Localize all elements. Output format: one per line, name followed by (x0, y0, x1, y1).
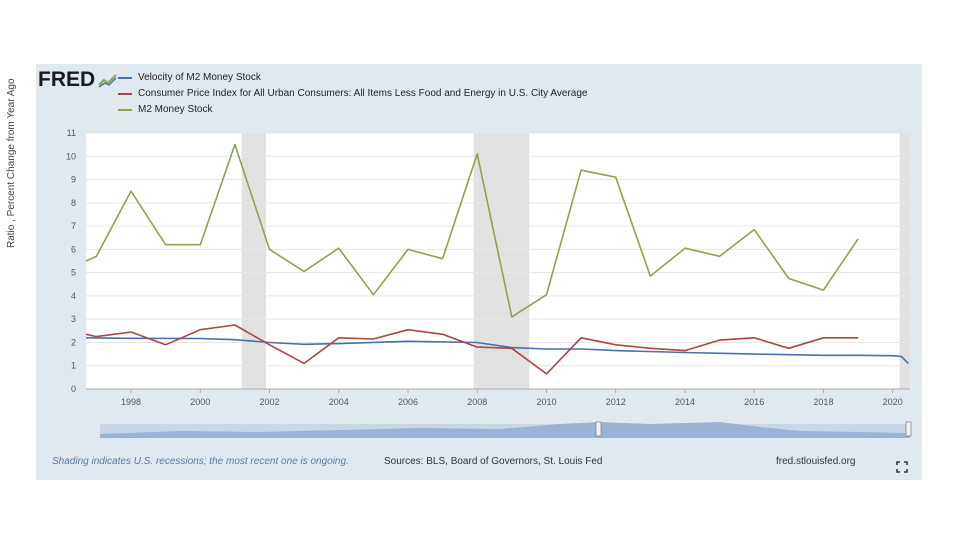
series-line-2[interactable] (85, 143, 859, 318)
recession-shading (86, 133, 910, 389)
x-tick-2004: 2004 (329, 397, 349, 407)
fullscreen-icon[interactable] (896, 461, 908, 473)
fred-url-link[interactable]: fred.stlouisfed.org (776, 456, 856, 467)
x-tick-labels: 1998 2000 2002 2004 2006 2008 2010 2012 2014 2016… (121, 389, 903, 407)
y-tick-1: 1 (71, 361, 76, 371)
series-line-0[interactable] (85, 337, 909, 364)
y-tick-10: 10 (66, 151, 76, 161)
legend-label-velocity: Velocity of M2 Money Stock (138, 72, 261, 83)
y-tick-6: 6 (71, 244, 76, 254)
y-tick-3: 3 (71, 314, 76, 324)
y-tick-labels: 0 1 2 3 4 5 6 7 8 9 10 11 (66, 128, 76, 394)
x-tick-2000: 2000 (190, 397, 210, 407)
x-tick-2014: 2014 (675, 397, 695, 407)
sources-text: Sources: BLS, Board of Governors, St. Lo… (384, 456, 603, 467)
recession-band-1 (473, 133, 530, 389)
x-tick-2008: 2008 (467, 397, 487, 407)
series-line-1[interactable] (85, 324, 859, 375)
y-tick-9: 9 (71, 175, 76, 185)
navigator-right-handle[interactable] (905, 421, 912, 437)
legend-label-cpi: Consumer Price Index for All Urban Consu… (138, 88, 588, 99)
legend-swatch-velocity (118, 77, 132, 79)
navigator-left-handle[interactable] (595, 421, 602, 437)
x-tick-2012: 2012 (606, 397, 626, 407)
x-tick-2020: 2020 (883, 397, 903, 407)
legend-item-cpi[interactable]: Consumer Price Index for All Urban Consu… (118, 86, 587, 102)
x-tick-1998: 1998 (121, 397, 141, 407)
x-tick-2016: 2016 (744, 397, 764, 407)
y-tick-8: 8 (71, 198, 76, 208)
y-tick-0: 0 (71, 384, 76, 394)
navigator-area (100, 422, 910, 438)
y-tick-11: 11 (67, 128, 76, 138)
legend-swatch-m2 (118, 109, 132, 111)
fred-logo[interactable]: FRED (38, 68, 96, 91)
legend-item-m2[interactable]: M2 Money Stock (118, 102, 587, 118)
legend-label-m2: M2 Money Stock (138, 104, 213, 115)
recession-band-2 (899, 133, 910, 389)
y-tick-7: 7 (71, 221, 76, 231)
x-tick-2006: 2006 (398, 397, 418, 407)
logo-graph-icon (98, 74, 117, 88)
y-tick-4: 4 (71, 291, 76, 301)
recession-band-0 (241, 133, 267, 389)
legend-item-velocity[interactable]: Velocity of M2 Money Stock (118, 70, 587, 86)
range-navigator[interactable] (100, 421, 912, 438)
y-tick-2: 2 (71, 337, 76, 347)
y-tick-5: 5 (71, 268, 76, 278)
series-lines (85, 143, 909, 375)
legend: Velocity of M2 Money Stock Consumer Pric… (118, 70, 587, 118)
x-tick-2018: 2018 (813, 397, 833, 407)
x-tick-2002: 2002 (259, 397, 279, 407)
x-tick-2010: 2010 (536, 397, 556, 407)
legend-swatch-cpi (118, 93, 132, 95)
recession-note: Shading indicates U.S. recessions; the m… (52, 456, 349, 467)
